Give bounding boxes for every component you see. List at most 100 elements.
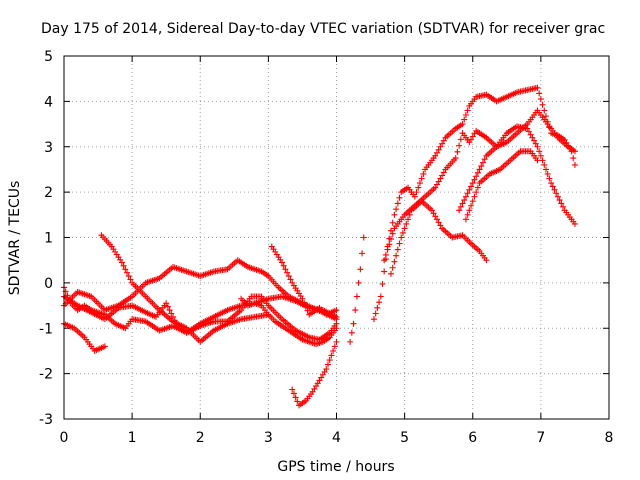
series-track-c <box>61 284 340 343</box>
data-point <box>474 169 481 176</box>
data-point <box>433 149 440 156</box>
data-point <box>64 292 71 299</box>
x-tick-label: 7 <box>536 430 545 446</box>
data-point <box>290 390 297 397</box>
data-point <box>299 295 306 302</box>
chart-title: Day 175 of 2014, Sidereal Day-to-day VTE… <box>41 21 605 37</box>
data-point <box>282 266 289 273</box>
data-point <box>265 311 272 318</box>
data-point <box>357 266 364 273</box>
data-point <box>374 304 381 311</box>
data-point <box>122 266 129 273</box>
y-tick-label: -1 <box>39 321 53 337</box>
y-tick-label: 2 <box>44 185 53 201</box>
data-point <box>537 96 544 103</box>
data-point <box>359 250 366 257</box>
data-point <box>473 189 480 196</box>
data-point <box>464 107 471 114</box>
data-point <box>394 246 401 253</box>
data-point <box>352 307 359 314</box>
data-point <box>462 193 469 200</box>
data-point <box>440 169 447 176</box>
data-point <box>534 143 541 150</box>
data-point <box>304 307 311 314</box>
data-point <box>560 203 567 210</box>
data-point <box>437 175 444 182</box>
data-point <box>388 270 394 277</box>
data-point <box>302 303 309 310</box>
data-point <box>124 269 131 276</box>
data-point <box>347 338 354 345</box>
data-point <box>433 216 440 223</box>
x-tick-label: 8 <box>605 430 614 446</box>
data-point <box>401 225 408 232</box>
data-point <box>326 357 333 364</box>
data-point <box>558 200 565 207</box>
data-point <box>524 125 531 132</box>
data-point <box>403 220 410 227</box>
data-point <box>394 200 401 207</box>
data-point <box>456 142 463 149</box>
data-point <box>323 366 330 373</box>
data-point <box>469 198 476 205</box>
x-tick-label: 6 <box>468 430 477 446</box>
x-tick-label: 4 <box>332 430 341 446</box>
data-point <box>398 234 405 241</box>
data-point <box>483 257 490 264</box>
series-track-j <box>370 84 578 323</box>
data-point <box>391 211 398 218</box>
y-tick-label: -2 <box>39 367 53 383</box>
data-point <box>396 240 403 247</box>
data-point <box>539 101 546 108</box>
data-point <box>381 257 388 264</box>
data-point <box>280 262 287 269</box>
data-point <box>461 116 468 123</box>
data-points <box>61 84 578 409</box>
data-point <box>536 148 543 155</box>
data-point <box>279 259 285 266</box>
data-point <box>536 90 543 97</box>
x-axis-label: GPS time / hours <box>277 459 394 475</box>
data-point <box>544 170 551 177</box>
series-track-g <box>268 243 340 318</box>
series-track-i <box>347 234 367 345</box>
data-point <box>546 175 553 182</box>
data-point <box>406 211 413 218</box>
data-point <box>459 121 466 128</box>
data-point <box>101 343 108 350</box>
data-point <box>571 161 578 168</box>
data-point <box>125 273 132 280</box>
data-point <box>370 316 377 323</box>
data-point <box>474 184 481 191</box>
data-point <box>389 230 396 237</box>
data-point <box>437 222 444 229</box>
data-point <box>388 227 394 234</box>
data-point <box>471 193 478 200</box>
data-point <box>452 155 459 162</box>
data-point <box>466 207 473 214</box>
data-point <box>393 206 400 213</box>
data-point <box>384 246 391 253</box>
data-point <box>389 219 396 226</box>
data-point <box>539 157 546 164</box>
data-point <box>284 269 291 276</box>
tick-labels: 0 1 2 3 4 5 6 7 8 -3 -2 -1 0 1 2 3 4 5 <box>39 49 613 446</box>
series-track-d <box>238 295 340 348</box>
data-point <box>541 161 548 168</box>
data-point <box>570 155 577 162</box>
data-point <box>289 386 296 393</box>
data-point <box>420 170 427 177</box>
data-point <box>457 203 464 210</box>
data-point <box>360 234 367 241</box>
x-tick-label: 0 <box>60 430 69 446</box>
data-point <box>353 293 360 300</box>
series-track-h <box>289 338 340 409</box>
data-point <box>377 293 384 300</box>
data-point <box>548 180 555 187</box>
data-point <box>554 193 561 200</box>
data-point <box>437 143 444 150</box>
data-point <box>389 264 396 271</box>
series-track-f <box>98 232 272 345</box>
data-point <box>549 183 556 190</box>
x-tick-label: 5 <box>400 430 409 446</box>
